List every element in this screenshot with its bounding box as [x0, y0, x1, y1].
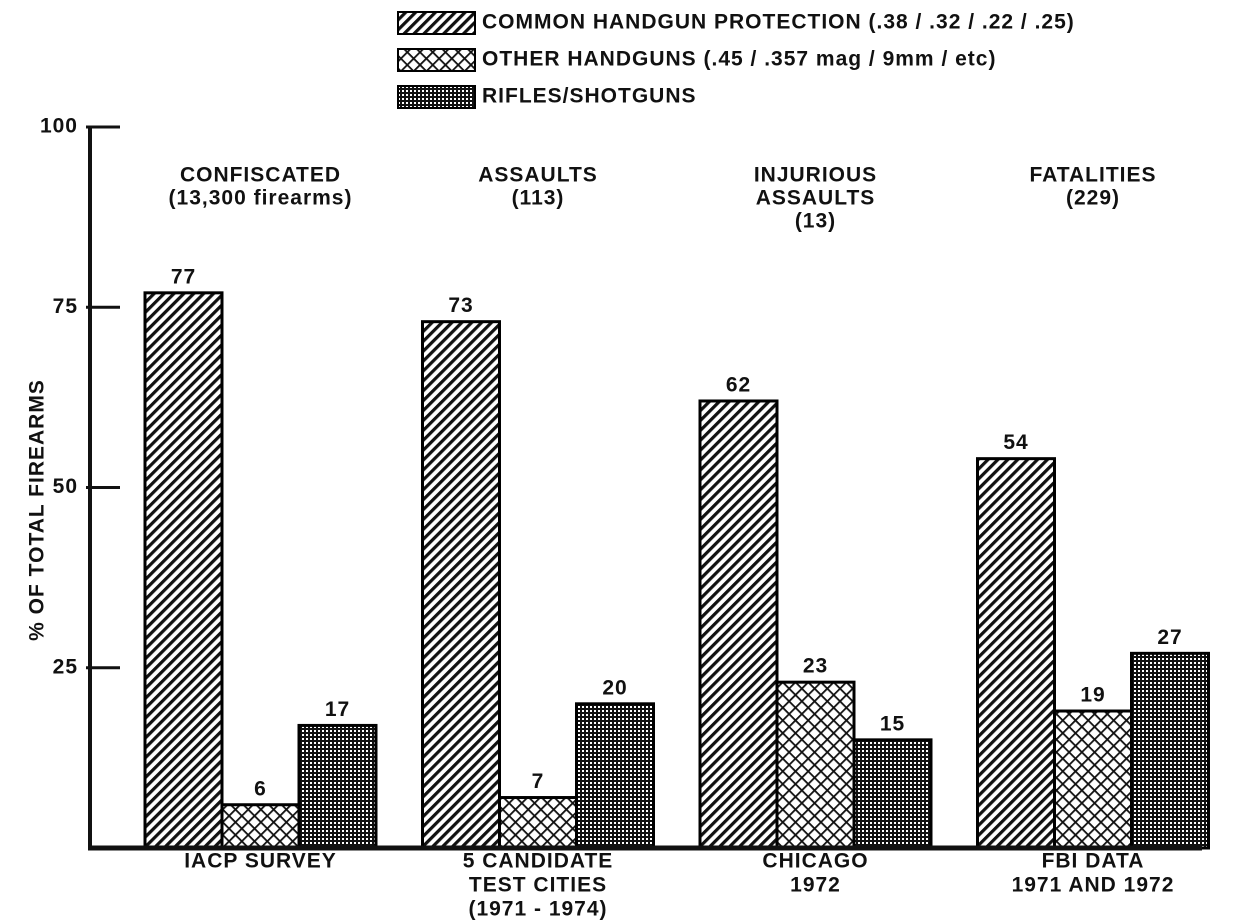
bar [421, 320, 501, 850]
annotation: FATALITIES [1029, 164, 1156, 187]
y-tick-label: 75 [53, 295, 78, 318]
bar [1053, 709, 1133, 850]
x-tick-label: 1972 [790, 874, 841, 897]
annotation: (113) [512, 187, 565, 210]
x-tick-label: 1971 AND 1972 [1012, 874, 1175, 897]
bar [498, 796, 578, 850]
annotation: INJURIOUS [754, 164, 877, 187]
annotation: ASSAULTS [756, 187, 876, 210]
annotation: (229) [1066, 187, 1120, 210]
legend-swatch [397, 48, 476, 72]
y-tick-label: 100 [40, 115, 78, 138]
annotation: (13) [795, 210, 836, 233]
value-label: 19 [1080, 684, 1105, 707]
y-tick-label: 25 [53, 655, 78, 678]
legend-label: RIFLES/SHOTGUNS [482, 85, 697, 108]
value-label: 77 [171, 265, 196, 288]
value-label: 27 [1157, 626, 1182, 649]
bar [143, 291, 224, 850]
annotation: CONFISCATED [180, 164, 341, 187]
legend-label: OTHER HANDGUNS (.45 / .357 mag / 9mm / e… [482, 48, 996, 71]
bar [775, 680, 856, 850]
bar [575, 702, 655, 850]
legend-label: COMMON HANDGUN PROTECTION (.38 / .32 / .… [482, 11, 1075, 34]
legend-swatch [397, 11, 476, 35]
x-tick-label: (1971 - 1974) [468, 898, 607, 921]
value-label: 23 [803, 655, 828, 678]
x-tick-label: TEST CITIES [469, 874, 607, 897]
bar [976, 457, 1056, 850]
value-label: 15 [880, 712, 905, 735]
value-label: 6 [254, 777, 267, 800]
value-label: 54 [1003, 431, 1028, 454]
x-tick-label: 5 CANDIDATE [463, 850, 614, 873]
value-label: 20 [602, 676, 627, 699]
bar [1130, 651, 1210, 850]
bar [220, 803, 301, 850]
y-axis-label: % OF TOTAL FIREARMS [26, 379, 49, 641]
value-label: 62 [726, 374, 751, 397]
x-tick-label: CHICAGO [762, 850, 868, 873]
legend-swatch [397, 85, 476, 109]
x-tick-label: FBI DATA [1042, 850, 1145, 873]
value-label: 7 [532, 770, 545, 793]
annotation: ASSAULTS [478, 164, 598, 187]
annotation: (13,300 firearms) [169, 187, 353, 210]
value-label: 17 [325, 698, 350, 721]
bar [852, 738, 933, 850]
bar [698, 399, 779, 850]
bar [297, 723, 378, 850]
value-label: 73 [448, 294, 473, 317]
x-tick-label: IACP SURVEY [184, 850, 337, 873]
y-tick-label: 50 [53, 475, 78, 498]
